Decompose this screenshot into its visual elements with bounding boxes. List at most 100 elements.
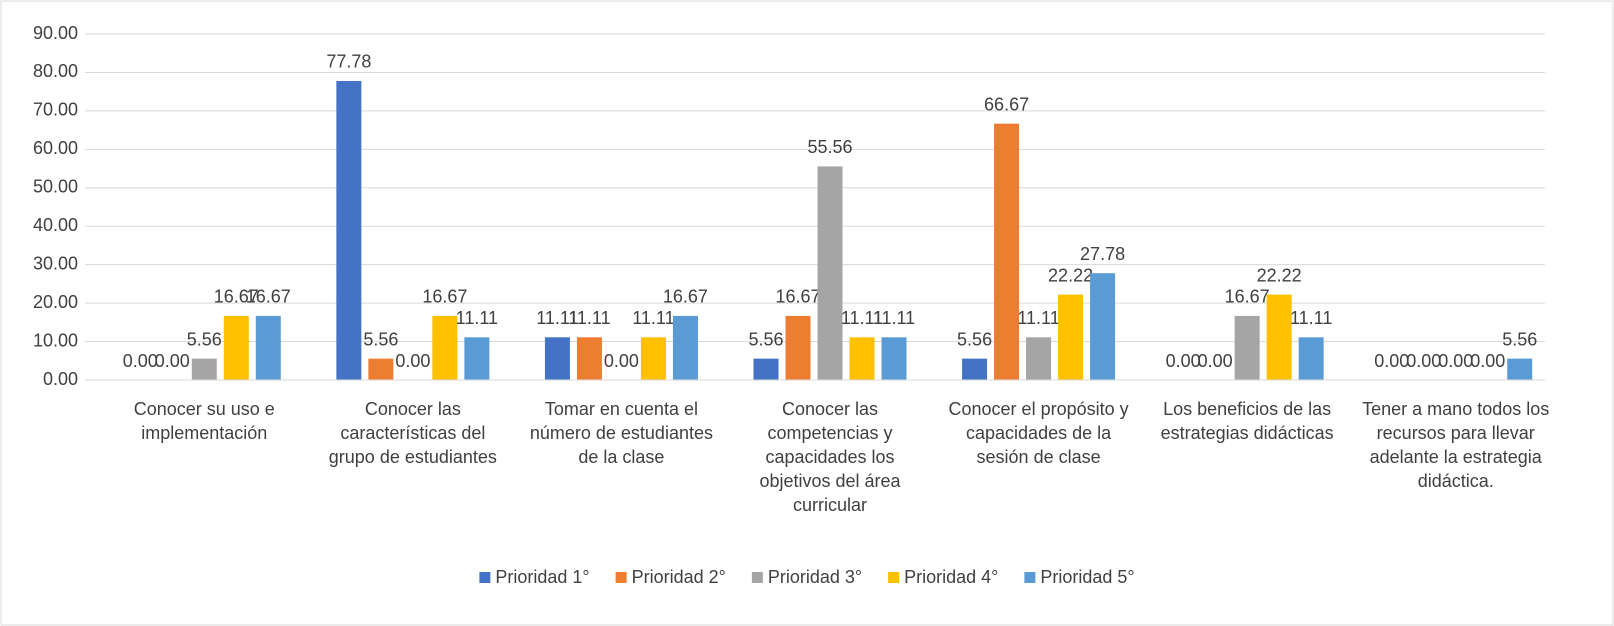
x-tick-line: implementación (141, 423, 267, 443)
data-label: 0.00 (123, 351, 158, 371)
x-tick-line: Conocer las (782, 399, 878, 419)
y-tick-label: 80.00 (33, 61, 78, 81)
data-label: 11.11 (841, 308, 883, 328)
data-label: 0.00 (604, 351, 639, 371)
x-tick-line: capacidades los (765, 447, 894, 467)
data-label: 77.78 (326, 52, 371, 72)
y-tick-label: 70.00 (33, 100, 78, 120)
x-tick-line: número de estudiantes (530, 423, 713, 443)
data-label: 0.00 (1438, 351, 1473, 371)
legend-marker (615, 572, 627, 583)
legend-label: Prioridad 2° (632, 567, 726, 587)
bar (1090, 273, 1116, 380)
data-label: 16.67 (663, 287, 708, 307)
bar (368, 358, 394, 380)
data-label: 5.56 (957, 329, 992, 349)
y-tick-label: 40.00 (33, 215, 78, 235)
x-tick-line: Conocer su uso e (134, 399, 275, 419)
x-tick-line: Los beneficios de las (1163, 399, 1331, 419)
bar (576, 337, 602, 380)
x-tick-line: didáctica. (1418, 471, 1494, 491)
data-label: 5.56 (1502, 329, 1537, 349)
legend-label: Prioridad 5° (1040, 567, 1134, 587)
legend-label: Prioridad 3° (768, 567, 862, 587)
bar (753, 358, 779, 380)
data-label: 11.11 (568, 308, 610, 328)
bar (1234, 315, 1260, 380)
bar (191, 358, 217, 380)
data-label: 22.22 (1048, 265, 1093, 285)
bar (672, 315, 698, 380)
x-tick-label: Conocer las características del grupo de e… (329, 399, 497, 467)
data-label: 22.22 (1257, 265, 1302, 285)
bar (962, 358, 988, 380)
data-label: 11.11 (1017, 308, 1059, 328)
x-tick-label: Conocer el propósito y capacidades de la s… (949, 399, 1129, 467)
x-tick-line: Tener a mano todos los (1362, 399, 1549, 419)
x-tick-line: sesión de clase (977, 447, 1101, 467)
x-tick-line: Tomar en cuenta el (545, 399, 698, 419)
bar (849, 337, 875, 380)
y-tick-label: 30.00 (33, 253, 78, 273)
bar (336, 80, 362, 380)
bar (640, 337, 666, 380)
data-label: 11.11 (456, 308, 498, 328)
y-tick-label: 0.00 (43, 369, 78, 389)
data-label: 0.00 (155, 351, 190, 371)
y-tick-label: 20.00 (33, 292, 78, 312)
legend-label: Prioridad 4° (904, 567, 998, 587)
bar (817, 166, 843, 380)
y-tick-label: 90.00 (33, 23, 78, 43)
data-label: 0.00 (1406, 351, 1441, 371)
x-tick-line: estrategias didácticas (1161, 423, 1334, 443)
bar (994, 123, 1020, 380)
x-tick-label: Conocer las competencias y capacidades los… (759, 399, 901, 515)
x-tick-line: adelante la estrategia (1370, 447, 1543, 467)
x-tick-line: capacidades de la (966, 423, 1112, 443)
x-tick-line: características del (340, 423, 485, 443)
legend-marker (751, 572, 763, 583)
y-tick-label: 60.00 (33, 138, 78, 158)
data-label: 0.00 (1166, 351, 1201, 371)
x-tick-line: de la clase (578, 447, 664, 467)
x-tick-line: Conocer las (365, 399, 461, 419)
x-tick-line: curricular (793, 495, 867, 515)
data-label: 0.00 (395, 351, 430, 371)
data-label: 16.67 (214, 287, 259, 307)
bar (1298, 337, 1324, 380)
x-tick-line: competencias y (767, 423, 892, 443)
bar (1507, 358, 1533, 380)
y-tick-label: 10.00 (33, 330, 78, 350)
data-label: 0.00 (1198, 351, 1233, 371)
data-label: 0.00 (1374, 351, 1409, 371)
legend-marker (1024, 572, 1036, 583)
data-label: 11.11 (873, 308, 915, 328)
x-tick-label: Conocer su uso e implementación (134, 399, 275, 443)
x-tick-label: Los beneficios de las estrategias didácti… (1161, 399, 1334, 443)
data-label: 5.56 (363, 329, 398, 349)
data-label: 27.78 (1080, 244, 1125, 264)
data-label: 16.67 (246, 287, 291, 307)
data-label: 16.67 (1225, 287, 1270, 307)
bar (432, 315, 458, 380)
bar (1026, 337, 1052, 380)
data-label: 66.67 (984, 94, 1029, 114)
x-tick-line: objetivos del área (759, 471, 901, 491)
data-label: 11.11 (632, 308, 674, 328)
x-tick-line: grupo de estudiantes (329, 447, 497, 467)
x-tick-label: Tomar en cuenta el número de estudiantes d… (530, 399, 713, 467)
bar (223, 315, 249, 380)
x-tick-label: Tener a mano todos los recursos para llev… (1362, 399, 1549, 491)
legend-marker (888, 572, 900, 583)
data-label: 55.56 (807, 137, 852, 157)
legend-label: Prioridad 1° (495, 567, 589, 587)
bar (255, 315, 281, 380)
x-tick-line: recursos para llevar (1377, 423, 1535, 443)
data-label: 5.56 (748, 329, 783, 349)
data-label: 11.11 (1290, 308, 1332, 328)
bar (785, 315, 811, 380)
bar (544, 337, 570, 380)
bar (1058, 294, 1084, 380)
